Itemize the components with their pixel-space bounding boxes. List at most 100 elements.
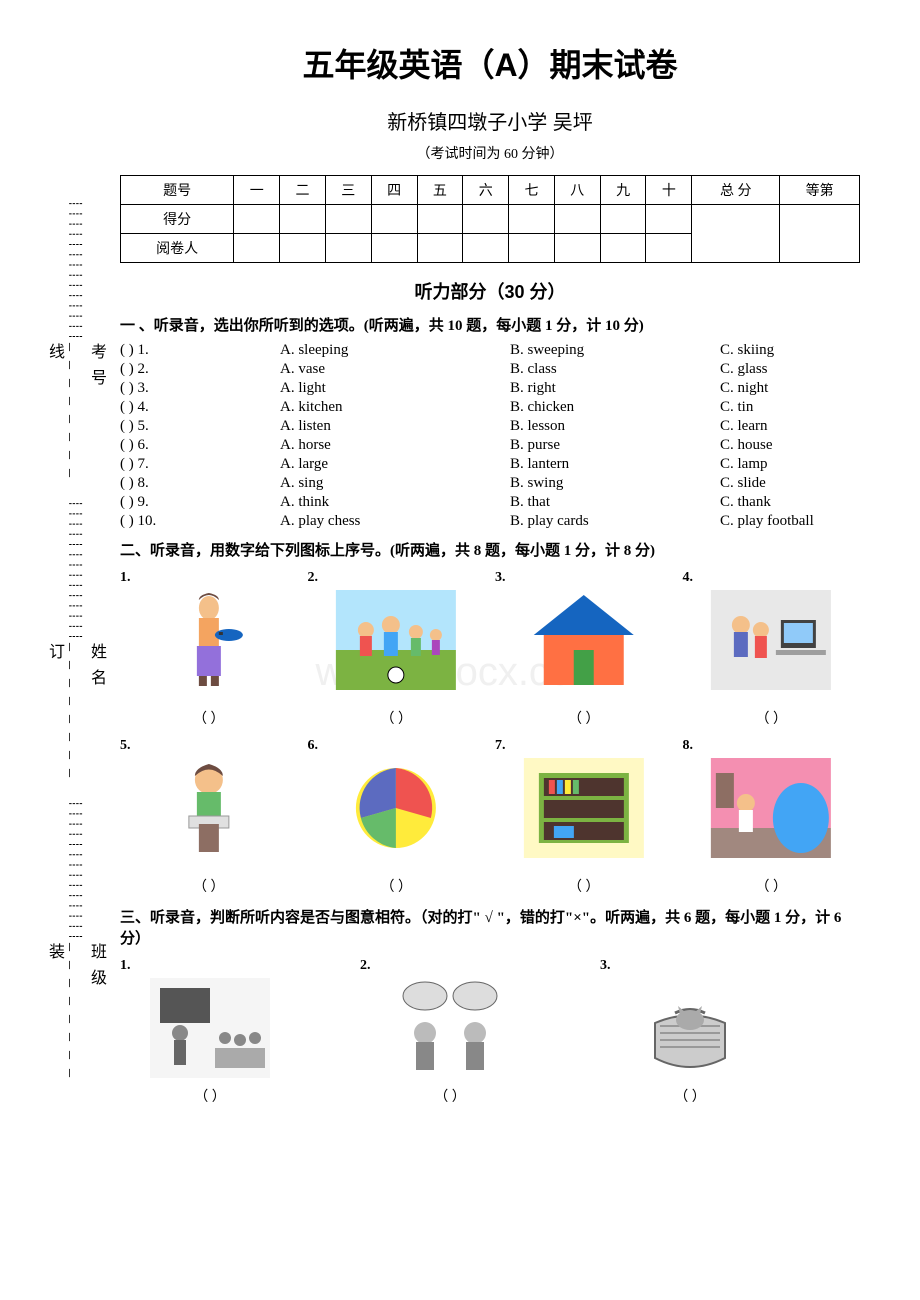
q2-row-1: 1. 2. 3. 4. [120, 570, 860, 694]
q3-num: 2. [360, 958, 371, 974]
q2-num: 8. [683, 738, 694, 754]
header-cell: 总 分 [692, 176, 780, 205]
score-row: 得分 [121, 205, 860, 234]
q2-header: 二、听录音，用数字给下列图标上序号。(听两遍，共 8 题，每小题 1 分，计 8… [120, 539, 860, 560]
q3-item: 2. （ ） [360, 958, 540, 1106]
header-cell: 等第 [780, 176, 860, 205]
q1-option-c: C. tin [720, 399, 860, 416]
q1-option-c: C. learn [720, 418, 860, 435]
q2-item: 6. [308, 738, 486, 862]
q3-header: 三、听录音，判断所听内容是否与图意相符。（对的打" √ "，错的打"×"。听两遍… [120, 906, 860, 948]
q1-header: 一 、听录音，选出你所听到的选项。(听两遍，共 10 题，每小题 1 分，计 1… [120, 314, 860, 335]
q1-number: ( ) 8. [120, 475, 280, 492]
q2-item: 1. [120, 570, 298, 694]
q1-number: ( ) 5. [120, 418, 280, 435]
q1-list: ( ) 1.A. sleepingB. sweepingC. skiing( )… [120, 341, 860, 531]
binding-margin: ┊┊┊┊┊┊┊┊┊┊┊┊┊┊ 考号________ 线 ┊┊┊┊┊┊┊┊┊┊┊┊… [45, 200, 105, 1100]
q2-item: 8. [683, 738, 861, 862]
q1-row: ( ) 1.A. sleepingB. sweepingC. skiing [120, 341, 860, 360]
header-cell: 十 [646, 176, 692, 205]
q3-num: 1. [120, 958, 131, 974]
q1-option-b: B. right [510, 380, 720, 397]
q2-num: 1. [120, 570, 131, 586]
answer-bracket: （ ） [568, 876, 600, 896]
binding-dots: ┊┊┊┊┊┊┊┊┊┊┊┊┊┊ [68, 200, 83, 343]
q1-option-a: A. horse [280, 437, 510, 454]
girl-room-icon [683, 758, 861, 858]
q1-option-b: B. purse [510, 437, 720, 454]
q1-row: ( ) 9.A. thinkB. thatC. thank [120, 493, 860, 512]
header-cell: 三 [325, 176, 371, 205]
q1-number: ( ) 6. [120, 437, 280, 454]
row-label: 阅卷人 [121, 234, 234, 263]
q2-num: 5. [120, 738, 131, 754]
answer-bracket: （ ） [381, 876, 413, 896]
header-cell: 八 [554, 176, 600, 205]
school-author: 新桥镇四墩子小学 吴坪 [120, 106, 860, 135]
q1-row: ( ) 10.A. play chessB. play cardsC. play… [120, 512, 860, 531]
q1-option-c: C. thank [720, 494, 860, 511]
q2-item: 3. [495, 570, 673, 694]
q1-option-a: A. sleeping [280, 342, 510, 359]
q1-option-c: C. slide [720, 475, 860, 492]
answer-bracket: （ ） [193, 876, 225, 896]
answer-bracket: （ ） [568, 708, 600, 728]
q3-num: 3. [600, 958, 611, 974]
q2-item: 7. [495, 738, 673, 862]
q1-option-c: C. lamp [720, 456, 860, 473]
header-cell: 五 [417, 176, 463, 205]
q2-num: 3. [495, 570, 506, 586]
q1-option-c: C. house [720, 437, 860, 454]
q1-number: ( ) 7. [120, 456, 280, 473]
bookshelf-icon [495, 758, 673, 858]
q1-option-c: C. skiing [720, 342, 860, 359]
q3-item: 1. （ ） [120, 958, 300, 1106]
q2-item: 5. [120, 738, 298, 862]
q1-option-b: B. play cards [510, 513, 720, 530]
header-cell: 九 [600, 176, 646, 205]
q2-num: 7. [495, 738, 506, 754]
q1-option-a: A. large [280, 456, 510, 473]
q3-item: 3. （ ） [600, 958, 780, 1106]
listening-section-header: 听力部分（30 分） [120, 278, 860, 304]
q2-item: 2. [308, 570, 486, 694]
q1-option-c: C. night [720, 380, 860, 397]
q1-row: ( ) 8.A. singB. swingC. slide [120, 474, 860, 493]
q2-bracket-row-2: （ ） （ ） （ ） （ ） [120, 872, 860, 896]
q1-row: ( ) 4.A. kitchenB. chickenC. tin [120, 398, 860, 417]
q3-row: 1. （ ） 2. （ ） 3. （ ） [120, 958, 860, 1106]
q2-item: 4. [683, 570, 861, 694]
cat-basket-bw-icon [600, 978, 780, 1078]
q1-option-a: A. play chess [280, 513, 510, 530]
q1-option-a: A. think [280, 494, 510, 511]
q2-bracket-row-1: （ ） （ ） （ ） （ ） [120, 704, 860, 728]
answer-bracket: （ ） [193, 708, 225, 728]
exam-title: 五年级英语（A）期末试卷 [120, 40, 860, 86]
q1-number: ( ) 3. [120, 380, 280, 397]
answer-bracket: （ ） [194, 1086, 226, 1106]
header-cell: 六 [463, 176, 509, 205]
football-family-icon [308, 590, 486, 690]
q1-option-a: A. light [280, 380, 510, 397]
binding-label: 姓名________ 订 [42, 643, 108, 800]
answer-bracket: （ ） [434, 1086, 466, 1106]
header-cell: 题号 [121, 176, 234, 205]
q1-row: ( ) 2.A. vaseB. classC. glass [120, 360, 860, 379]
cooking-person-icon [120, 590, 298, 690]
q1-number: ( ) 9. [120, 494, 280, 511]
score-table: 题号 一 二 三 四 五 六 七 八 九 十 总 分 等第 得分 阅卷人 [120, 175, 860, 263]
q1-option-c: C. glass [720, 361, 860, 378]
answer-bracket: （ ） [381, 708, 413, 728]
q1-number: ( ) 1. [120, 342, 280, 359]
boy-reading-icon [120, 758, 298, 858]
binding-label: 班级________ 装 [42, 943, 108, 1100]
binding-dots: ┊┊┊┊┊┊┊┊┊┊┊┊┊┊ [68, 800, 83, 943]
q1-option-a: A. sing [280, 475, 510, 492]
q1-number: ( ) 4. [120, 399, 280, 416]
duration-note: （考试时间为 60 分钟） [120, 143, 860, 163]
q2-num: 4. [683, 570, 694, 586]
binding-dots: ┊┊┊┊┊┊┊┊┊┊┊┊┊┊ [68, 500, 83, 643]
q1-option-a: A. kitchen [280, 399, 510, 416]
kids-thinking-bw-icon [360, 978, 540, 1078]
q1-row: ( ) 3.A. lightB. rightC. night [120, 379, 860, 398]
